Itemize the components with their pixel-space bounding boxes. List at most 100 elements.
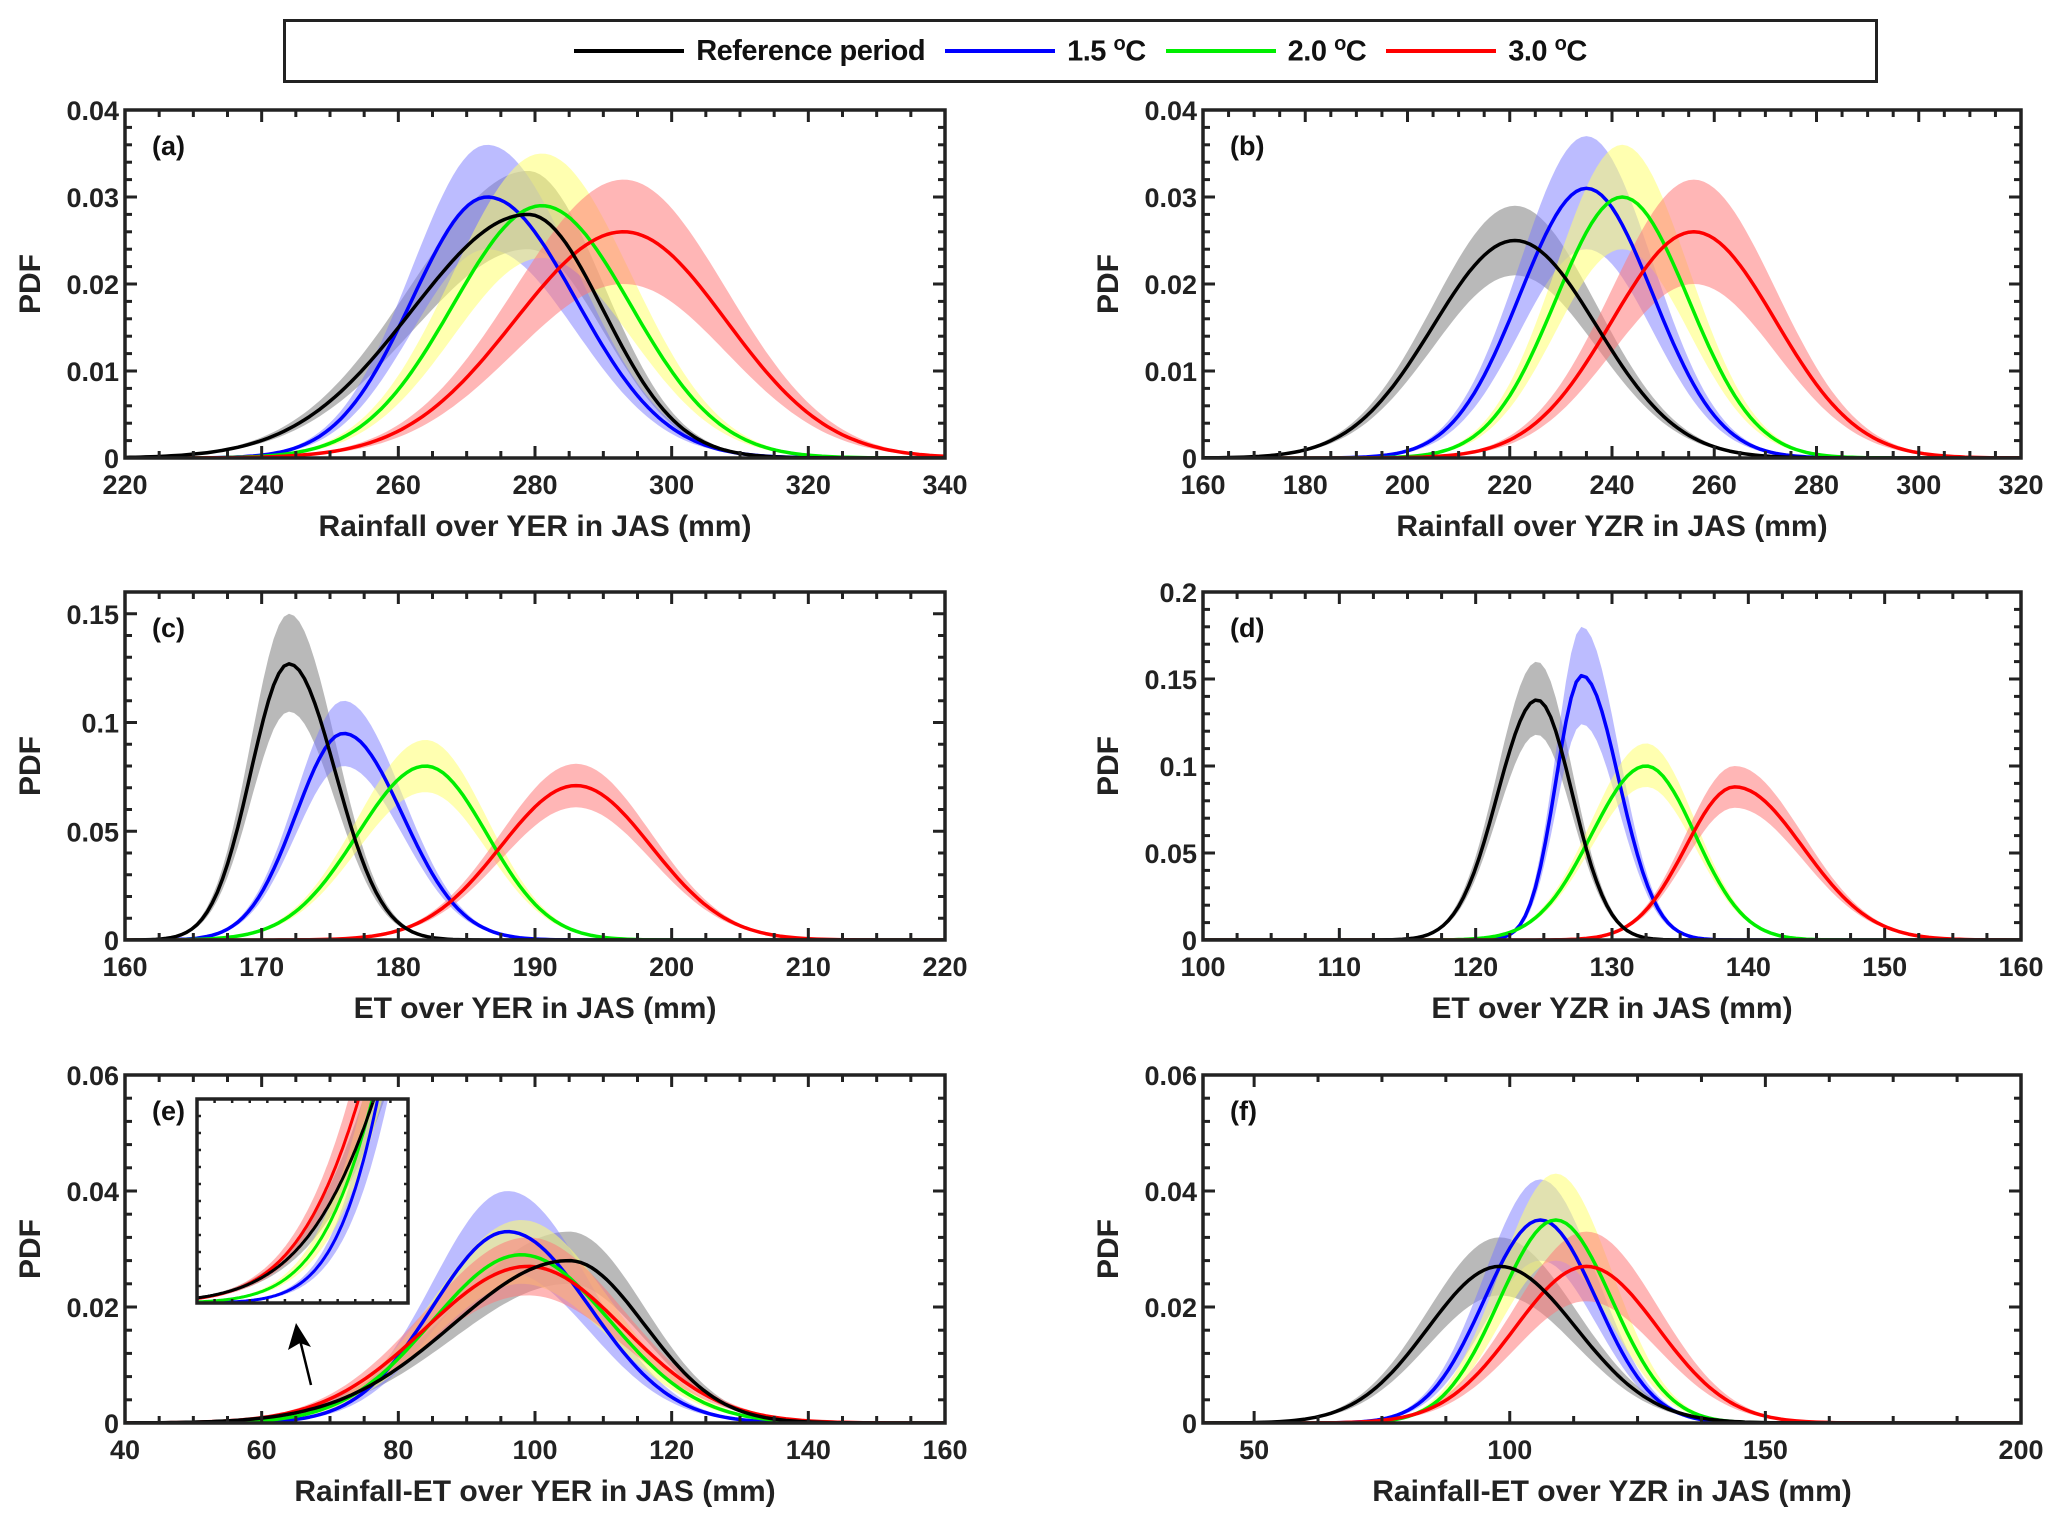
x-tick-label: 110 [1318, 952, 1362, 982]
x-tick-label: 340 [922, 470, 967, 500]
y-tick-label: 0.1 [81, 709, 119, 739]
x-axis-label: ET over YZR in JAS (mm) [1431, 992, 1792, 1025]
x-tick-label: 220 [102, 470, 147, 500]
x-tick-label: 140 [1726, 952, 1771, 982]
x-tick-label: 260 [1692, 470, 1737, 500]
legend-label-reference: Reference period [696, 34, 926, 67]
y-tick-label: 0 [1182, 444, 1197, 474]
legend: Reference period 1.5 oC 2.0 oC 3.0 oC [283, 19, 1878, 83]
y-tick-label: 0.03 [66, 183, 119, 213]
x-tick-label: 320 [1998, 470, 2043, 500]
x-tick-label: 100 [512, 1435, 557, 1465]
y-axis-label: PDF [1092, 254, 1125, 314]
panel-d: 100 110 120 130 140 150 160 0 0.05 0.1 0.15 0.2 ET o… [1092, 578, 2044, 1025]
x-axis-label: Rainfall over YZR in JAS (mm) [1396, 510, 1827, 543]
x-tick-label: 120 [649, 1435, 694, 1465]
y-axis-label: PDF [14, 1219, 47, 1279]
x-tick-label: 160 [1998, 952, 2043, 982]
y-tick-label: 0.15 [1144, 665, 1197, 695]
x-axis-label: Rainfall over YER in JAS (mm) [319, 510, 752, 543]
x-tick-label: 100 [1487, 1435, 1532, 1465]
legend-label-3p0: 3.0 oC [1508, 33, 1587, 68]
y-tick-label: 0.01 [1144, 357, 1197, 387]
band-f-series-3 [1203, 1231, 2021, 1423]
y-tick-label: 0.04 [66, 96, 119, 126]
x-tick-label: 240 [239, 470, 284, 500]
y-axis-label: PDF [14, 736, 47, 796]
legend-swatch-2p0 [1165, 49, 1276, 53]
y-tick-label: 0 [1182, 926, 1197, 956]
x-tick-label: 60 [247, 1435, 277, 1465]
plot-area [1203, 1173, 2021, 1423]
y-axis-label: PDF [1092, 1219, 1125, 1279]
x-tick-label: 190 [512, 952, 557, 982]
band-a-series-3 [125, 179, 945, 458]
x-tick-label: 40 [110, 1435, 140, 1465]
legend-label-2p0: 2.0 oC [1287, 33, 1367, 68]
x-axis-label: ET over YER in JAS (mm) [354, 992, 717, 1025]
x-tick-label: 220 [1487, 470, 1532, 500]
x-tick-label: 280 [512, 470, 557, 500]
y-tick-label: 0.06 [66, 1061, 119, 1091]
x-tick-label: 300 [649, 470, 694, 500]
y-tick-label: 0.2 [1159, 578, 1197, 608]
x-tick-label: 240 [1589, 470, 1634, 500]
x-axis-label: Rainfall-ET over YER in JAS (mm) [294, 1475, 775, 1508]
x-tick-label: 180 [376, 952, 421, 982]
line-e-series-2 [197, 1099, 374, 1303]
line-b-series-0 [1203, 238, 2021, 458]
line-d-series-2 [1203, 764, 2021, 940]
legend-label-1p5: 1.5 oC [1067, 33, 1146, 68]
y-tick-label: 0.02 [1144, 270, 1197, 300]
y-tick-label: 0.04 [66, 1177, 119, 1207]
legend-item-reference: Reference period [574, 34, 926, 68]
band-c-series-2 [125, 740, 945, 940]
panel-label: (b) [1230, 131, 1264, 161]
line-b-series-3 [1203, 230, 2021, 458]
y-tick-label: 0.03 [1144, 183, 1197, 213]
line-c-series-0 [125, 662, 945, 940]
panel-a: 220 240 260 280 300 320 340 0 0.01 0.02 0.03 0.04 Ra… [14, 96, 968, 543]
x-tick-label: 50 [1239, 1435, 1269, 1465]
band-e-series-3 [125, 1237, 945, 1423]
x-tick-label: 160 [922, 1435, 967, 1465]
panel-e: 40 60 80 100 120 140 160 0 0.02 0.04 0.06 Rainfall-… [14, 1061, 968, 1508]
x-tick-label: 180 [1283, 470, 1328, 500]
line-d-series-0 [1203, 698, 2021, 940]
x-tick-label: 200 [649, 952, 694, 982]
panel-label: (f) [1230, 1096, 1257, 1126]
panel-label: (a) [152, 131, 185, 161]
legend-swatch-1p5 [945, 49, 1056, 53]
x-tick-label: 300 [1896, 470, 1941, 500]
x-tick-label: 150 [1862, 952, 1907, 982]
plot-area [125, 613, 945, 940]
band-d-series-2 [1203, 743, 2021, 940]
y-tick-label: 0 [1182, 1409, 1197, 1439]
x-tick-label: 130 [1589, 952, 1634, 982]
x-axis-label: Rainfall-ET over YZR in JAS (mm) [1372, 1475, 1852, 1508]
y-tick-label: 0.02 [1144, 1293, 1197, 1323]
legend-item-2p0: 2.0 oC [1165, 33, 1367, 69]
legend-swatch-3p0 [1386, 49, 1497, 53]
legend-item-3p0: 3.0 oC [1386, 33, 1587, 69]
y-tick-label: 0.04 [1144, 96, 1197, 126]
axes-frame [1201, 1073, 2023, 1425]
panel-label: (c) [152, 613, 185, 643]
plot-area [197, 1099, 389, 1303]
x-tick-label: 200 [1998, 1435, 2043, 1465]
band-e-series-3 [197, 1099, 372, 1300]
plot-area [125, 144, 945, 458]
y-tick-label: 0.01 [66, 357, 119, 387]
band-c-series-3 [125, 763, 945, 940]
y-axis-label: PDF [1092, 736, 1125, 796]
y-tick-label: 0.05 [66, 817, 119, 847]
panel-c: 160 170 180 190 200 210 220 0 0.05 0.1 0.15 ET over… [14, 590, 968, 1025]
x-tick-label: 160 [1180, 470, 1225, 500]
y-axis-label: PDF [14, 254, 47, 314]
x-tick-label: 260 [376, 470, 421, 500]
x-tick-label: 100 [1180, 952, 1225, 982]
line-d-series-1 [1203, 673, 2021, 940]
y-tick-label: 0.05 [1144, 839, 1197, 869]
y-tick-label: 0 [104, 926, 119, 956]
